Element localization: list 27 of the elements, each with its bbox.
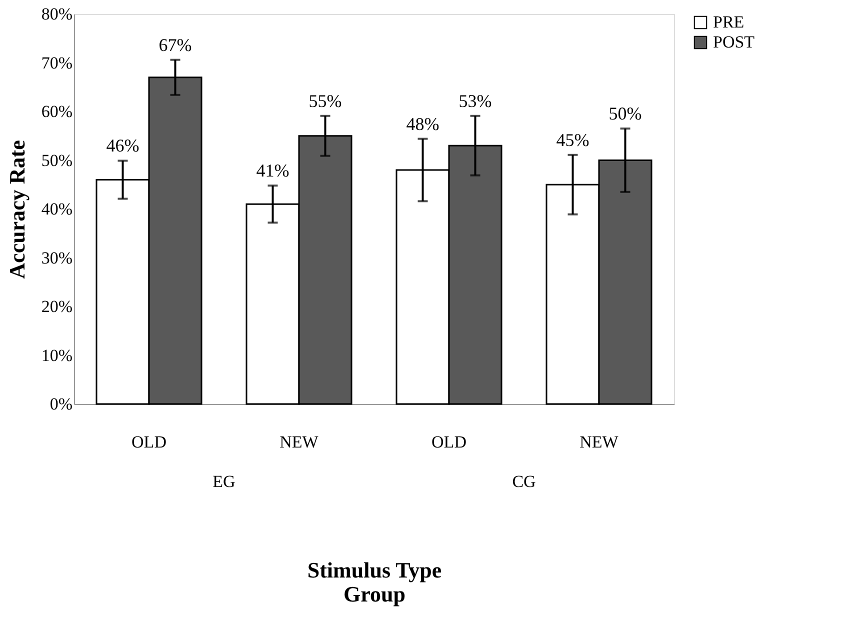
y-tick-label: 60%	[41, 102, 72, 121]
y-tick-label: 30%	[41, 248, 72, 268]
y-tick-label: 0%	[50, 394, 72, 414]
x-tick-label: OLD	[432, 432, 466, 452]
data-label: 46%	[106, 136, 140, 156]
x-tick-label: NEW	[280, 432, 320, 452]
data-label: 67%	[158, 34, 192, 55]
y-axis-title: Accuracy Rate	[4, 140, 30, 279]
data-label: 50%	[608, 104, 642, 124]
y-tick-label: 80%	[41, 4, 72, 24]
text: EG	[212, 472, 236, 491]
x-tick-label: NEW	[580, 432, 620, 452]
data-label: 53%	[458, 90, 492, 111]
legend-label: PRE	[713, 12, 744, 32]
data-label: 55%	[308, 90, 342, 111]
x-axis-title: Stimulus Type Group	[307, 558, 442, 606]
y-tick-label: 50%	[41, 150, 72, 170]
x-tick-label: OLD	[132, 432, 166, 452]
y-tick-label: 10%	[41, 346, 72, 365]
y-tick-label: 70%	[41, 53, 72, 72]
data-label: 41%	[256, 160, 290, 181]
data-label: 48%	[406, 114, 440, 134]
y-tick-label: 20%	[41, 297, 72, 316]
data-label: 45%	[556, 130, 590, 150]
text: CG	[512, 472, 536, 491]
y-tick-label: 40%	[41, 200, 72, 218]
legend-label: POST	[713, 32, 756, 52]
